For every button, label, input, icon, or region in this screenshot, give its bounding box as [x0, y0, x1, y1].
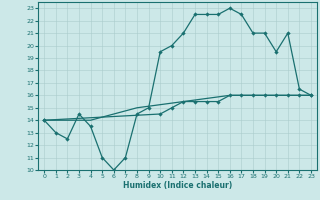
- X-axis label: Humidex (Indice chaleur): Humidex (Indice chaleur): [123, 181, 232, 190]
